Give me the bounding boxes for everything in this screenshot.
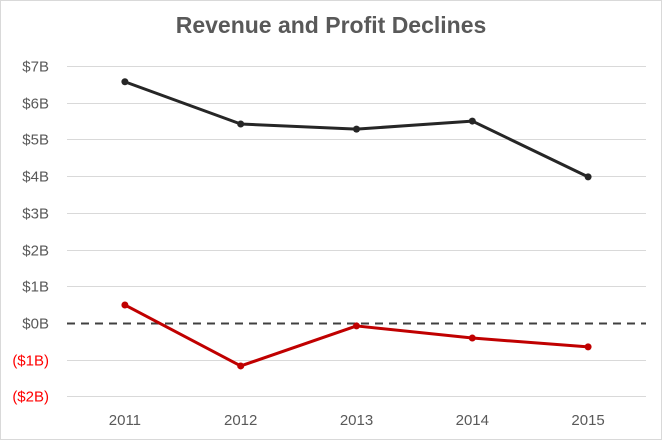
profit-point [353, 322, 360, 330]
y-tick-label: ($1B) [12, 353, 49, 370]
revenue-point [468, 117, 476, 125]
revenue-point [237, 120, 245, 128]
revenue-point [584, 173, 592, 181]
gridlines [67, 66, 646, 397]
profit-point [237, 362, 245, 370]
y-tick-label: ($2B) [12, 389, 49, 406]
x-tick-label: 2014 [456, 412, 489, 429]
profit-line [123, 303, 590, 368]
y-tick-label: $2B [22, 243, 49, 260]
profit-point [121, 301, 129, 309]
y-tick-label: $6B [22, 96, 49, 113]
x-tick-label: 2012 [224, 412, 257, 429]
chart-title: Revenue and Profit Declines [175, 12, 487, 38]
y-tick-label: $1B [22, 279, 49, 296]
x-tick-label: 2013 [340, 412, 373, 429]
y-axis-ticks: $7B $6B $5B $4B $3B $2B $1B $0B ($1B) ($2B) [12, 59, 49, 406]
x-tick-label: 2015 [571, 412, 604, 429]
profit-point [584, 343, 592, 351]
x-axis-ticks: 2011 2012 2013 2014 2015 [109, 412, 605, 429]
x-tick-label: 2011 [109, 412, 141, 429]
y-tick-label: $3B [22, 206, 49, 223]
profit-point [468, 334, 476, 342]
series-group [121, 78, 592, 370]
revenue-point [121, 78, 129, 86]
revenue-point [353, 125, 360, 133]
y-tick-label: $7B [22, 59, 49, 76]
y-tick-label: $0B [22, 316, 49, 333]
y-tick-label: $5B [22, 132, 49, 149]
y-tick-label: $4B [22, 169, 49, 186]
